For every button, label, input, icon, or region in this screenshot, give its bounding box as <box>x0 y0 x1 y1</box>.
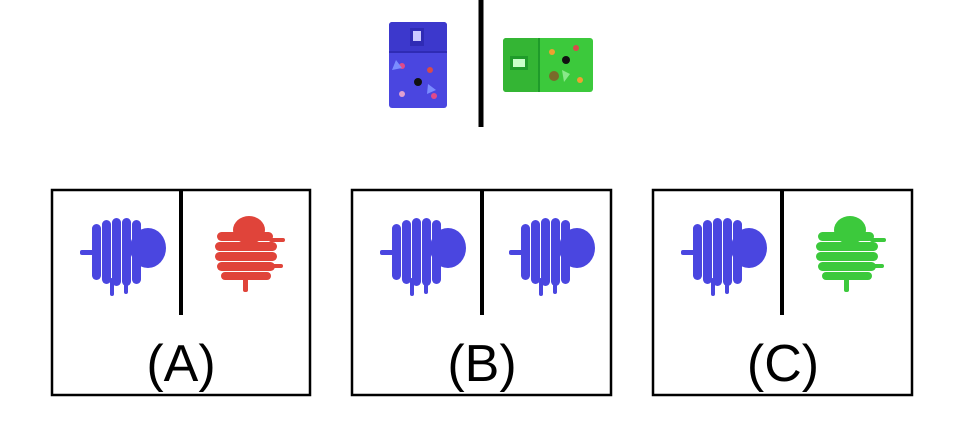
option-b[interactable] <box>350 188 613 397</box>
green-coil-icon <box>816 216 886 292</box>
blue-coil-icon <box>509 218 595 296</box>
option-b-label: (B) <box>447 335 517 393</box>
blue-coil-icon <box>80 218 166 296</box>
green-bag-icon <box>503 38 593 92</box>
option-a-label: (A) <box>146 335 216 393</box>
option-c-label: (C) <box>746 335 820 393</box>
option-a[interactable] <box>50 188 312 397</box>
example-pair <box>389 0 593 127</box>
red-coil-icon <box>215 216 285 292</box>
option-c[interactable] <box>651 188 914 397</box>
blue-bag-icon <box>389 22 447 108</box>
blue-coil-icon <box>681 218 767 296</box>
blue-coil-icon <box>380 218 466 296</box>
